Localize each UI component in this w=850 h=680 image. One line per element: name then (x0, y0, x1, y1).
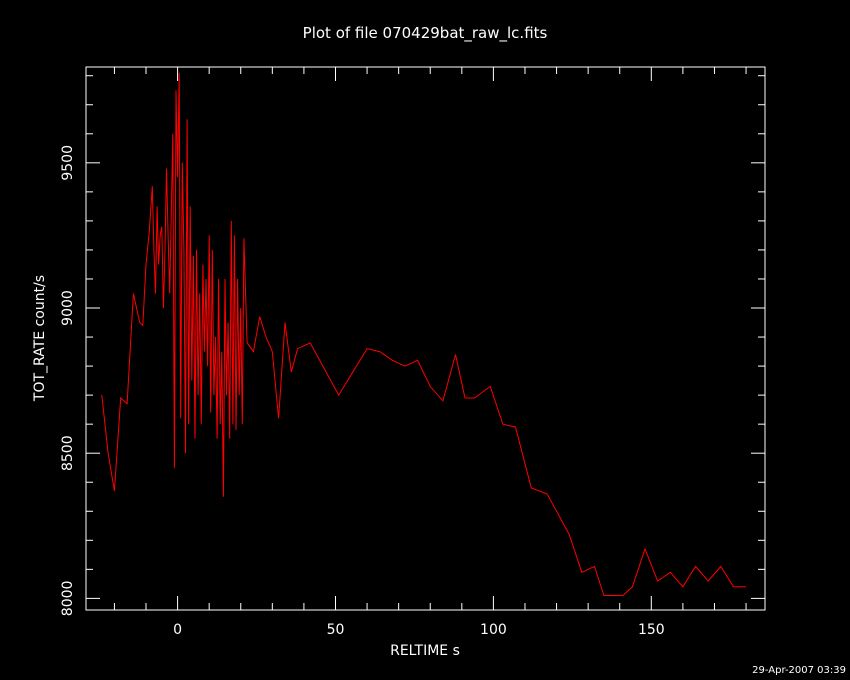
x-axis-label: RELTIME s (390, 643, 460, 659)
y-tick-labels: 8000 8500 9000 9500 (60, 145, 76, 616)
y-tick-label: 8000 (60, 581, 76, 617)
y-axis-label: TOT_RATE count/s (32, 275, 48, 402)
rate-series-line (101, 72, 747, 596)
x-axis-ticks (113, 67, 747, 610)
x-tick-label: 100 (480, 622, 507, 638)
timestamp-label: 29-Apr-2007 03:39 (752, 665, 846, 676)
x-tick-labels: 0 50 100 150 (173, 622, 665, 638)
plot-frame (85, 66, 766, 611)
y-tick-label: 9000 (60, 290, 76, 326)
x-tick-label: 0 (173, 622, 182, 638)
chart-title: Plot of file 070429bat_raw_lc.fits (303, 24, 548, 43)
y-tick-label: 8500 (60, 435, 76, 471)
x-tick-label: 150 (638, 622, 665, 638)
y-tick-label: 9500 (60, 145, 76, 181)
x-tick-label: 50 (327, 622, 345, 638)
y-axis-ticks (86, 75, 765, 599)
